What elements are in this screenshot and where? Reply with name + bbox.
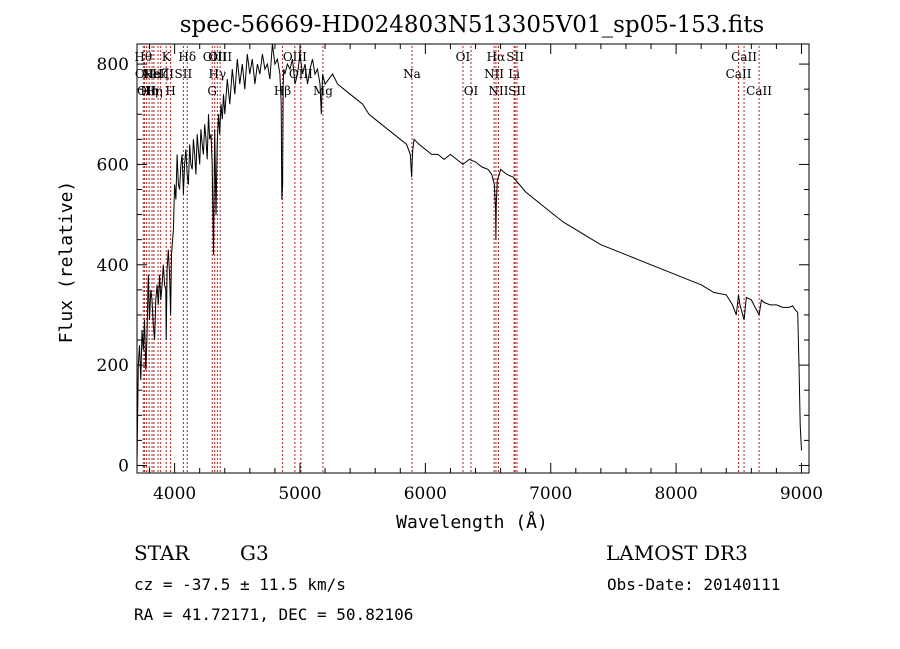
line-label: Li xyxy=(508,67,520,81)
line-label: NeIII xyxy=(142,67,174,81)
x-tick-label: 6000 xyxy=(404,484,447,504)
line-label: Hζ xyxy=(152,67,169,81)
y-axis: 0 200 400 600 800 xyxy=(97,55,809,476)
line-label: OI xyxy=(456,50,471,64)
line-label: OIII xyxy=(203,50,227,64)
line-label: Hβ xyxy=(274,84,291,98)
line-label: Hθ xyxy=(134,50,152,64)
line-label: OIII xyxy=(283,50,307,64)
line-label: NII xyxy=(488,84,508,98)
y-tick-label: 0 xyxy=(118,456,129,476)
line-label: SII xyxy=(506,50,524,64)
survey-name: LAMOST DR3 xyxy=(606,541,748,565)
line-label: OI xyxy=(464,84,479,98)
line-label: He xyxy=(143,67,161,81)
coordinates: RA = 41.72171, DEC = 50.82106 xyxy=(134,605,413,624)
line-label: CaII xyxy=(726,67,752,81)
line-label: K xyxy=(162,50,172,64)
line-label: Hα xyxy=(487,50,506,64)
line-label: SII xyxy=(175,67,193,81)
x-axis-label: Wavelength (Å) xyxy=(396,511,548,533)
line-label: Hη xyxy=(140,84,158,98)
line-markers xyxy=(142,46,760,473)
line-label: NII xyxy=(484,67,504,81)
line-label: CaII xyxy=(731,50,757,64)
line-label: Hγ xyxy=(209,67,227,81)
x-tick-label: 5000 xyxy=(278,484,321,504)
redshift-text: cz = -37.5 ± 11.5 km/s xyxy=(134,575,346,594)
obs-date: Obs-Date: 20140111 xyxy=(607,575,780,594)
y-axis-label: Flux (relative) xyxy=(56,181,77,344)
line-label: Mg xyxy=(313,84,333,98)
line-label: SII xyxy=(508,84,526,98)
x-tick-label: 9000 xyxy=(780,484,823,504)
line-labels: HθOIIOIIHηHeHηNeIIIHζKHSIIHδGOIIIHγOIIIH… xyxy=(134,50,772,98)
x-tick-label: 8000 xyxy=(654,484,697,504)
spectrum-line xyxy=(136,43,802,464)
plot-frame xyxy=(136,43,810,474)
object-class: STAR xyxy=(134,541,190,565)
chart-title: spec-56669-HD024803N513305V01_sp05-153.f… xyxy=(180,12,765,38)
subclass: G3 xyxy=(240,541,269,565)
x-axis: 4000 5000 6000 7000 8000 9000 xyxy=(149,44,823,504)
x-tick-label: 7000 xyxy=(529,484,572,504)
line-label: OIII xyxy=(208,50,232,64)
line-label: H xyxy=(165,84,175,98)
line-label: OII xyxy=(135,67,155,81)
y-tick-label: 400 xyxy=(97,256,129,276)
line-label: Na xyxy=(403,67,421,81)
line-label: G xyxy=(207,84,217,98)
y-tick-label: 200 xyxy=(97,356,129,376)
line-label: Hη xyxy=(145,84,163,98)
line-label: OII xyxy=(137,84,157,98)
line-label: Hδ xyxy=(178,50,196,64)
x-tick-label: 4000 xyxy=(153,484,196,504)
line-label: CaII xyxy=(746,84,772,98)
y-tick-label: 800 xyxy=(97,55,129,75)
y-tick-label: 600 xyxy=(97,155,129,175)
